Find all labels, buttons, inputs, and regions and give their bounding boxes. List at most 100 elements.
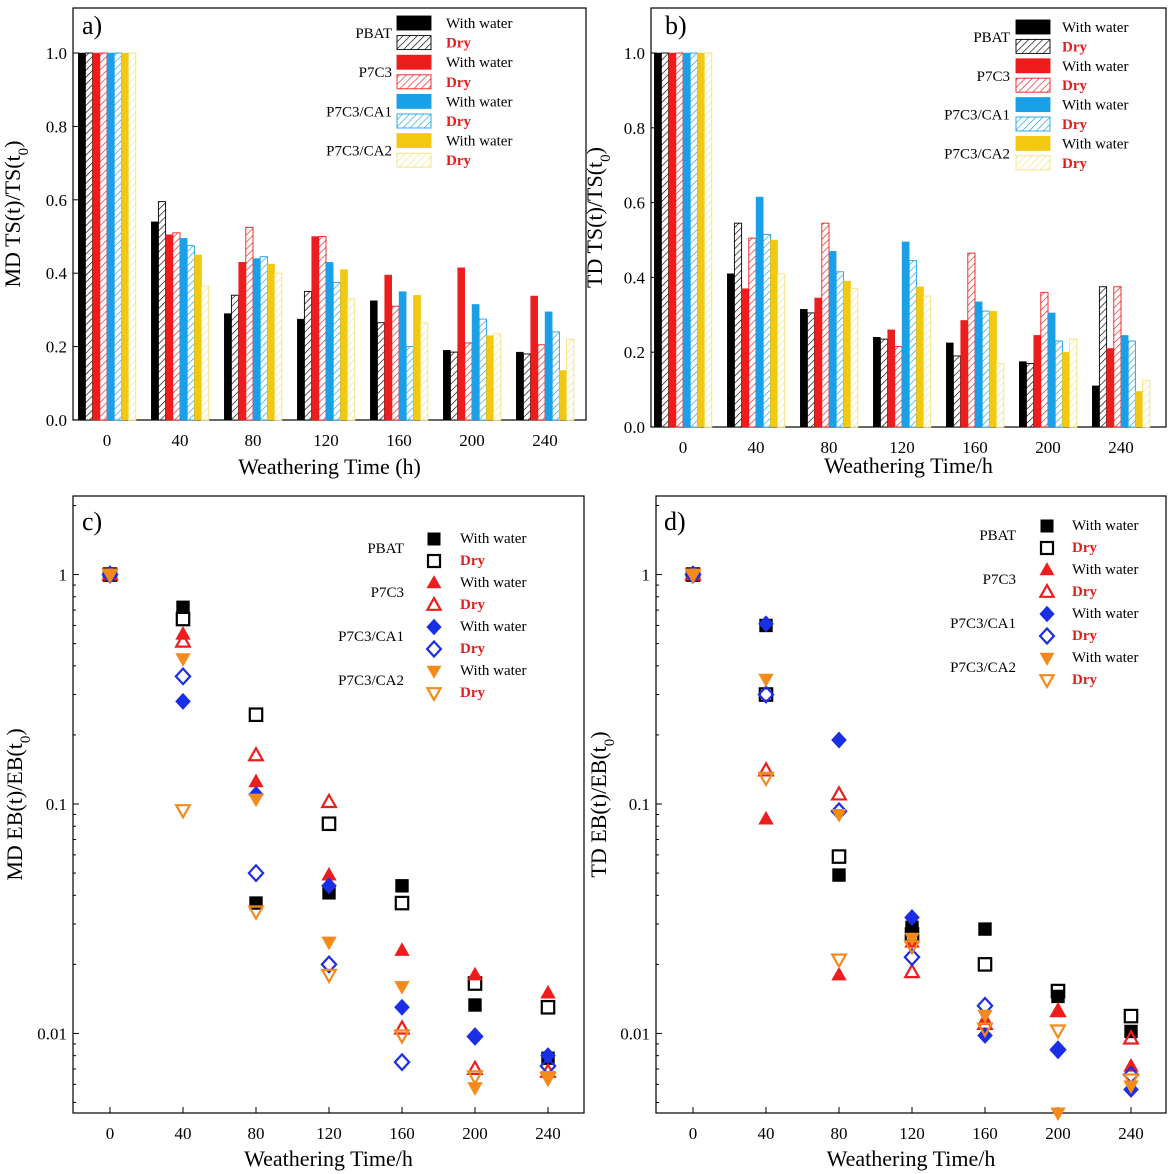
x-axis-title: Weathering Time/h xyxy=(824,453,993,478)
legend-marker-pbat-dry xyxy=(426,553,442,569)
bar-p7c3-ca1-with-water-200 xyxy=(1047,312,1056,428)
point-p7c3-ca2-with-water-40 xyxy=(758,673,774,688)
point-pbat-dry-240 xyxy=(540,999,556,1015)
bar-p7c3-ca1-with-water-240 xyxy=(544,311,553,421)
y-axis-title: TD EB(t)/EB(t0) xyxy=(586,731,618,877)
legend-label-dry: Dry xyxy=(460,597,485,613)
x-tick-label: 200 xyxy=(462,1124,488,1143)
legend-marker-p7c3-with-water xyxy=(426,575,442,589)
bar-pbat-dry-240 xyxy=(1098,286,1108,428)
legend-label-with-water: With water xyxy=(1062,98,1128,114)
bar-p7c3-ca2-dry-160 xyxy=(420,322,429,421)
legend-marker-p7c3-ca1-with-water xyxy=(426,618,442,636)
legend-marker-p7c3-ca1-dry xyxy=(1038,626,1056,646)
point-p7c3-ca2-with-water-160 xyxy=(394,981,410,995)
bar-p7c3-ca2-dry-240 xyxy=(566,338,575,421)
bar-pbat-with-water-160 xyxy=(946,342,954,428)
legend: PBAT With water Dry P7C3 With water Dry P7C3/C… xyxy=(950,518,1138,690)
x-tick-label: 240 xyxy=(1108,438,1134,457)
bar-p7c3-ca2-dry-240 xyxy=(1142,379,1151,428)
x-axis-title: Weathering Time (h) xyxy=(238,454,421,479)
legend-group-label: P7C3/CA1 xyxy=(326,104,392,120)
y-axis-title-part: ) xyxy=(2,728,27,735)
bar-p7c3-ca2-dry-80 xyxy=(850,288,859,428)
legend-marker-p7c3-with-water xyxy=(1039,562,1055,576)
bar-p7c3-with-water-80 xyxy=(814,297,822,428)
x-tick-label: 80 xyxy=(248,1124,265,1143)
point-pbat-dry-240 xyxy=(1123,1008,1139,1024)
y-tick-label: 0.01 xyxy=(620,1024,650,1043)
bar-p7c3-ca1-with-water-0 xyxy=(106,52,115,421)
bar-p7c3-ca2-dry-40 xyxy=(201,285,210,421)
legend-swatch-p7c3-ca2-with-water xyxy=(396,133,432,149)
bar-p7c3-with-water-200 xyxy=(1033,335,1041,428)
legend-marker-p7c3-dry xyxy=(1038,582,1056,598)
bar-p7c3-ca2-with-water-40 xyxy=(770,239,778,428)
bar-p7c3-ca1-with-water-80 xyxy=(828,251,837,428)
bar-p7c3-with-water-40 xyxy=(165,234,174,421)
point-pbat-dry-120 xyxy=(321,816,337,832)
point-p7c3-ca2-dry-40 xyxy=(757,771,775,788)
point-p7c3-with-water-200 xyxy=(467,966,483,981)
point-p7c3-ca1-with-water-40 xyxy=(758,615,774,633)
y-tick-label: 0.2 xyxy=(624,343,645,362)
legend: PBAT With water Dry P7C3 With water Dry P7C3/C… xyxy=(338,531,526,703)
point-p7c3-with-water-240 xyxy=(1123,1058,1139,1072)
bar-p7c3-ca2-with-water-120 xyxy=(916,286,924,428)
bar-p7c3-ca1-with-water-200 xyxy=(471,304,480,421)
bar-pbat-with-water-200 xyxy=(1019,361,1027,428)
bar-pbat-with-water-0 xyxy=(77,52,86,421)
point-p7c3-dry-80 xyxy=(830,785,848,801)
bar-p7c3-dry-80 xyxy=(821,222,830,428)
y-tick-label: 1 xyxy=(59,566,68,585)
panel-label: b) xyxy=(665,11,687,40)
x-tick-label: 200 xyxy=(1045,1124,1071,1143)
legend-group-label: P7C3/CA2 xyxy=(944,146,1010,162)
panel-c: 1 0.1 0.01 0 40 80 120 160 200 240 Weathering Time… xyxy=(2,495,585,1171)
bar-p7c3-with-water-160 xyxy=(384,274,393,421)
legend-label-dry: Dry xyxy=(446,114,471,130)
legend-label-with-water: With water xyxy=(446,16,512,32)
legend-group-label: P7C3/CA2 xyxy=(326,144,392,160)
x-tick-label: 0 xyxy=(679,438,688,457)
legend-swatch-p7c3-ca1-with-water xyxy=(1015,97,1051,113)
bar-p7c3-ca2-with-water-40 xyxy=(194,254,202,421)
legend-label-with-water: With water xyxy=(446,134,512,150)
point-pbat-with-water-160 xyxy=(978,922,992,936)
bar-p7c3-ca1-dry-40 xyxy=(186,245,195,421)
bar-p7c3-dry-40 xyxy=(172,232,181,421)
bar-p7c3-with-water-0 xyxy=(92,52,100,421)
point-p7c3-dry-200 xyxy=(1049,1001,1067,1018)
legend-label-with-water: With water xyxy=(460,531,526,547)
bar-pbat-dry-240 xyxy=(522,353,532,421)
legend-label-dry: Dry xyxy=(460,553,485,569)
legend-marker-p7c3-ca2-with-water xyxy=(1039,652,1055,666)
bar-p7c3-with-water-240 xyxy=(530,295,538,421)
bar-p7c3-ca1-dry-160 xyxy=(405,346,414,421)
y-axis-title-subscript: 0 xyxy=(598,154,614,162)
plot-frame xyxy=(655,495,1167,1114)
legend-swatch-p7c3-with-water xyxy=(396,54,432,70)
x-tick-label: 240 xyxy=(1118,1124,1144,1143)
point-p7c3-ca1-with-water-40 xyxy=(175,692,191,710)
y-axis-title-part: TD TS(t)/TS(t xyxy=(582,162,607,288)
legend-label-with-water: With water xyxy=(460,663,526,679)
x-tick-label: 40 xyxy=(748,438,765,457)
point-p7c3-with-water-80 xyxy=(831,966,847,981)
point-pbat-with-water-80 xyxy=(832,868,846,882)
x-tick-label: 80 xyxy=(245,431,262,450)
bar-p7c3-with-water-40 xyxy=(741,288,749,428)
point-pbat-with-water-40 xyxy=(176,600,190,614)
bar-p7c3-ca2-with-water-160 xyxy=(989,310,997,428)
legend-group-label: PBAT xyxy=(979,528,1016,544)
legend-label-dry: Dry xyxy=(460,685,485,701)
legend-group-label: P7C3/CA1 xyxy=(944,108,1010,124)
legend-group-label: PBAT xyxy=(367,541,404,557)
legend-swatch-p7c3-dry xyxy=(396,74,432,90)
legend-label-with-water: With water xyxy=(1072,518,1138,534)
legend-marker-p7c3-dry xyxy=(425,595,443,611)
y-tick-label: 0.1 xyxy=(629,795,650,814)
bar-p7c3-dry-120 xyxy=(318,236,327,421)
x-tick-label: 120 xyxy=(889,438,915,457)
point-p7c3-ca2-dry-120 xyxy=(320,968,338,985)
